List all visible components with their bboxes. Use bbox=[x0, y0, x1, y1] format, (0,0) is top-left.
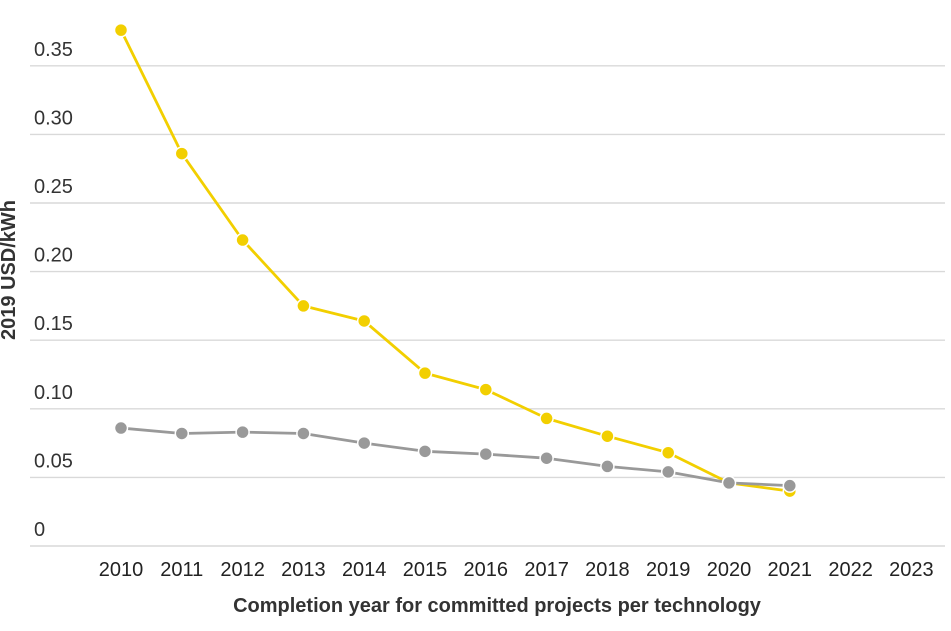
y-tick-label: 0.10 bbox=[34, 382, 73, 404]
series-1-point bbox=[478, 382, 494, 397]
series-1-point bbox=[600, 428, 615, 444]
series-2-point bbox=[478, 446, 494, 462]
series-1-point bbox=[356, 313, 372, 329]
series-1-line bbox=[119, 29, 790, 493]
series-2-point bbox=[600, 459, 615, 474]
x-tick-label: 2022 bbox=[828, 559, 873, 581]
series-1-point bbox=[113, 22, 129, 38]
y-tick-label: 0.25 bbox=[34, 176, 73, 198]
y-tick-label: 0.20 bbox=[34, 245, 73, 267]
series-1-point bbox=[174, 146, 190, 161]
x-tick-label: 2020 bbox=[707, 559, 752, 581]
x-tick-label: 2018 bbox=[585, 559, 630, 581]
x-axis-ticks: 2010 2011 2012 2013 2014 2015 2016 2017 2018 2019… bbox=[99, 559, 934, 581]
series-2-point bbox=[113, 420, 129, 436]
series-1-point bbox=[296, 298, 311, 314]
series-2-point bbox=[782, 478, 798, 493]
x-tick-label: 2013 bbox=[281, 559, 326, 581]
x-tick-label: 2015 bbox=[403, 559, 448, 581]
x-tick-label: 2012 bbox=[220, 559, 265, 581]
gridlines bbox=[30, 65, 945, 547]
x-axis-title: Completion year for committed projects p… bbox=[233, 595, 762, 617]
series-1-point bbox=[660, 445, 676, 460]
series-1 bbox=[113, 22, 798, 499]
series-1-point bbox=[539, 411, 554, 426]
series-2-line bbox=[120, 426, 790, 487]
series-2-point bbox=[356, 435, 372, 451]
y-tick-label: 0.05 bbox=[34, 450, 73, 472]
x-tick-label: 2014 bbox=[342, 559, 387, 581]
series-2 bbox=[113, 420, 798, 493]
series-1-point bbox=[417, 365, 433, 381]
x-tick-label: 2019 bbox=[646, 559, 691, 581]
x-tick-label: 2011 bbox=[160, 559, 203, 581]
x-tick-label: 2010 bbox=[99, 559, 144, 581]
series-1-point bbox=[235, 232, 250, 248]
x-tick-label: 2023 bbox=[889, 559, 934, 581]
y-tick-label: 0.35 bbox=[34, 39, 73, 61]
series-layer bbox=[113, 22, 798, 499]
y-tick-label: 0.15 bbox=[34, 313, 73, 335]
series-2-point bbox=[235, 424, 250, 440]
y-axis-title: 2019 USD/kWh bbox=[0, 200, 20, 340]
series-2-point bbox=[539, 450, 554, 466]
series-2-point bbox=[417, 444, 433, 459]
x-tick-label: 2021 bbox=[768, 559, 813, 581]
series-2-point bbox=[721, 475, 737, 491]
series-2-point bbox=[296, 426, 311, 441]
y-axis-ticks: 0 0.05 0.10 0.15 0.20 0.25 0.30 0.35 bbox=[34, 39, 73, 541]
y-tick-label: 0.30 bbox=[34, 107, 73, 129]
series-2-point bbox=[174, 426, 190, 441]
y-tick-label: 0 bbox=[34, 519, 45, 541]
series-2-point bbox=[660, 464, 676, 480]
x-tick-label: 2017 bbox=[524, 559, 569, 581]
x-tick-label: 2016 bbox=[464, 559, 509, 581]
